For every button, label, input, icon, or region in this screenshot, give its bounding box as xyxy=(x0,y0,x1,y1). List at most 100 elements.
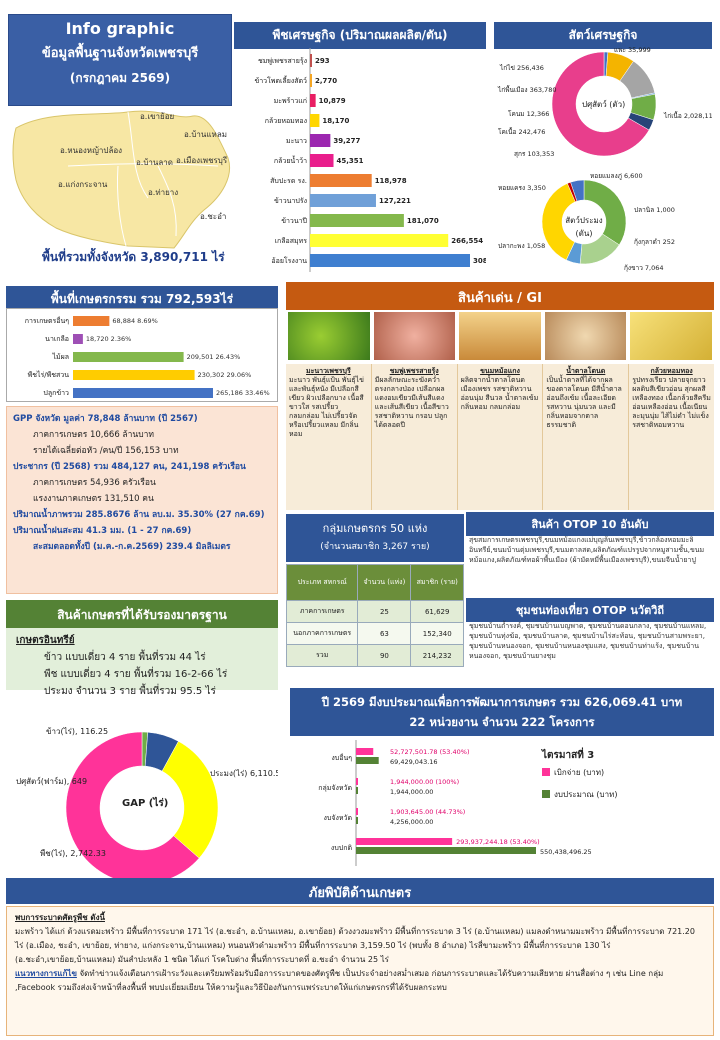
crop-value: 39,277 xyxy=(333,137,360,145)
crop-value: 308,578 xyxy=(473,257,486,265)
area-label: การเกษตรอื่นๆ xyxy=(25,316,69,325)
banana-image xyxy=(630,312,712,360)
area-bar xyxy=(73,370,195,380)
map-label-5: อ.แก่งกระจาน xyxy=(58,180,108,189)
table-cell: รวม xyxy=(285,644,359,667)
budget-spent-value: 52,727,501.78 (53.40%) xyxy=(390,748,469,756)
rain-total-line: สะสมตลอดทั้งปี (ม.ค.-ก.ค.2569) 239.4 มิล… xyxy=(33,542,231,552)
table-cell: 90 xyxy=(357,644,412,667)
crop-value: 10,879 xyxy=(319,97,346,105)
disaster-title: ภัยพิบัติด้านเกษตร xyxy=(6,878,714,904)
custard-image xyxy=(459,312,541,360)
table-cell: 214,232 xyxy=(410,644,464,667)
crop-value: 181,070 xyxy=(407,217,439,225)
crops-chart: ชมพู่เพชรสายรุ้ง 293 ข้าวโพดเลี้ยงสัตว์ 2,7… xyxy=(234,48,505,272)
budget-bar-chart: งบอื่นๆ 52,727,501.78 (53.40%) 69,429,043.… xyxy=(318,740,592,866)
area-label: พืชไร่/พืชสวน xyxy=(28,370,70,379)
legend-spent: เบิกจ่าย (บาท) xyxy=(554,768,605,777)
crop-label: อ้อยโรงงาน xyxy=(271,256,307,265)
table-cell: 61,629 xyxy=(410,600,464,623)
map-shape xyxy=(12,110,230,249)
lime-image xyxy=(288,312,370,360)
crops-bar-chart: ชมพู่เพชรสายรุ้ง 293 ข้าวโพดเลี้ยงสัตว์ 2,7… xyxy=(254,48,505,272)
budget-spent-bar xyxy=(356,838,453,845)
fishery-slice xyxy=(541,183,576,261)
gap-donut-chart: ข้าว(ไร่), 116.25 ปศุสัตว์(ฟาร์ม), 649 พืช… xyxy=(16,727,286,885)
crops-title: พืชเศรษฐกิจ (ปริมาณผลผลิต/ตัน) xyxy=(234,22,486,49)
agri-gpp-line: ภาคการเกษตร 10,666 ล้านบาท xyxy=(33,430,154,440)
budget-spent-bar xyxy=(356,808,358,815)
table-header: จำนวน (แห่ง) xyxy=(357,564,412,601)
table-cell: 25 xyxy=(357,600,412,623)
map-label-7: อ.ชะอำ xyxy=(200,212,227,221)
product-name: กล้วยหอมทอง xyxy=(650,367,693,375)
area-bar xyxy=(73,388,213,398)
table-cell: 152,340 xyxy=(410,622,464,645)
fishery-center: สัตว์ประมง (ตัน) xyxy=(565,216,603,238)
budget-total-value: 550,438,496.25 xyxy=(540,848,592,856)
tourism-text: ชุมชนบ้านถ้ำรงค์, ชุมชนบ้านเบญพาด, ชุมชน… xyxy=(469,622,707,660)
gap-chart: ข้าว(ไร่), 116.25 ปศุสัตว์(ฟาร์ม), 649 พืช… xyxy=(6,720,286,896)
products-desc: มะนาวเพชรบุรี มะนาว พันธุ์แป้น พันธุ์ไข่… xyxy=(286,364,714,510)
groups-table: ประเภท สหกรณ์ จำนวน (แห่ง) สมาชิก (ราย) … xyxy=(285,564,464,667)
map-label-4: อ.เมืองเพชรบุรี xyxy=(176,156,228,165)
gap-center: GAP (ไร่) xyxy=(122,798,169,809)
gap-label: ปศุสัตว์(ฟาร์ม), 649 xyxy=(16,776,87,786)
crop-value: 118,978 xyxy=(375,177,407,185)
budget-spent-bar xyxy=(356,748,374,755)
crop-bar xyxy=(310,174,372,187)
certified-title: สินค้าเกษตรที่ได้รับรองมาตรฐาน xyxy=(6,600,278,628)
otop-text: สุขสมการเกษตรเพชรบุรี,ขนมหม้อแกงแม่บุญล้… xyxy=(469,536,705,564)
total-area: พื้นที่รวมทั้งจังหวัด 3,890,711 ไร่ xyxy=(42,250,225,264)
map-label-0: อ.เขาย้อย xyxy=(140,112,175,121)
livestock-label: ไก่ไข่ 256,436 xyxy=(499,64,544,72)
guide-text: จัดทำข่าวแจ้งเตือนการเฝ้าระวังและเตรียมพ… xyxy=(15,969,664,992)
gap-label: ข้าว(ไร่), 116.25 xyxy=(46,727,108,736)
crop-bar xyxy=(310,74,312,87)
water-line: ปริมาณน้ำภาพรวม 285.8676 ล้าน ลบ.ม. 35.3… xyxy=(13,510,265,520)
map-label-6: อ.ท่ายาง xyxy=(148,188,179,197)
product-name: น้ำตาลโตนด xyxy=(566,367,606,375)
area-value: 265,186 33.46% xyxy=(216,389,270,397)
livestock-label: สุกร 103,353 xyxy=(514,150,554,158)
organic-title: เกษตรอินทรีย์ xyxy=(16,635,75,646)
livestock-label: ไก่เนื้อ 2,028,117 xyxy=(663,111,712,120)
product-name: ขนมหม้อแกง xyxy=(480,367,520,375)
area-bar xyxy=(73,334,83,344)
area-value: 230,302 29.06% xyxy=(198,371,252,379)
map-label-2: อ.หนองหญ้าปล้อง xyxy=(60,146,123,155)
crop-label: กล้วยหอมทอง xyxy=(265,117,307,125)
agri-household-line: ภาคการเกษตร 54,936 ครัวเรือน xyxy=(33,478,156,488)
map-label-3: อ.บ้านลาด xyxy=(136,158,173,167)
pest-text: มะพร้าว ได้แก่ ด้วงแรดมะพร้าว มีพื้นที่ก… xyxy=(15,927,695,964)
budget-spent-value: 293,937,244.18 (53.40%) xyxy=(456,838,540,846)
budget-total-value: 1,944,000.00 xyxy=(390,788,433,796)
crop-bar xyxy=(310,114,320,127)
crop-label: กล้วยน้ำว้า xyxy=(274,154,307,165)
header-subtitle: ข้อมูลพื้นฐานจังหวัดเพชรบุรี xyxy=(41,46,199,61)
legend-budget-swatch xyxy=(542,790,550,798)
livestock-label: แพะ 35,999 xyxy=(614,46,651,54)
area-label: ไม้ผล xyxy=(51,352,69,361)
fishery-slice xyxy=(570,179,585,202)
organic-line: ประมง จำนวน 3 ราย พื้นที่รวม 95.5 ไร่ xyxy=(44,686,216,697)
livestock-label: โคเนื้อ 242,476 xyxy=(498,127,545,136)
quarter-label: ไตรมาสที่ 3 xyxy=(542,750,595,761)
crop-label: มะนาว xyxy=(286,137,307,145)
groups-header: กลุ่มเกษตรกร 50 แห่ง (จำนวนสมาชิก 3,267 … xyxy=(286,514,464,562)
product-desc: มะนาว พันธุ์แป้น พันธุ์ไข่ และพันธุ์หนัง… xyxy=(289,376,364,438)
livestock-center: ปศุสัตว์ (ตัว) xyxy=(582,100,626,109)
groups-subtitle: (จำนวนสมาชิก 3,267 ราย) xyxy=(320,542,430,552)
table-cell: ภาคการเกษตร xyxy=(285,600,359,623)
groups-title: กลุ่มเกษตรกร 50 แห่ง xyxy=(322,522,428,535)
budget-label: กลุ่มจังหวัด xyxy=(318,784,352,792)
tourism-title: ชุมชนท่องเที่ยว OTOP นวัตวิถี xyxy=(466,598,714,622)
budget-label: งบจังหวัด xyxy=(324,814,352,822)
livestock-donut-chart: แพะ 35,999 ไก่ไข่ 256,436 ไก่พื้นเมือง 363… xyxy=(497,46,717,158)
crop-value: 293 xyxy=(315,57,330,65)
crop-label: สับปะรด รง. xyxy=(270,177,307,185)
budget-total-bar xyxy=(356,817,358,824)
budget-title: ปี 2569 มีงบประมาณเพื่อการพัฒนาการเกษตร … xyxy=(321,695,683,709)
budget-total-value: 4,256,000.00 xyxy=(390,818,433,826)
crop-value: 45,351 xyxy=(337,157,364,165)
